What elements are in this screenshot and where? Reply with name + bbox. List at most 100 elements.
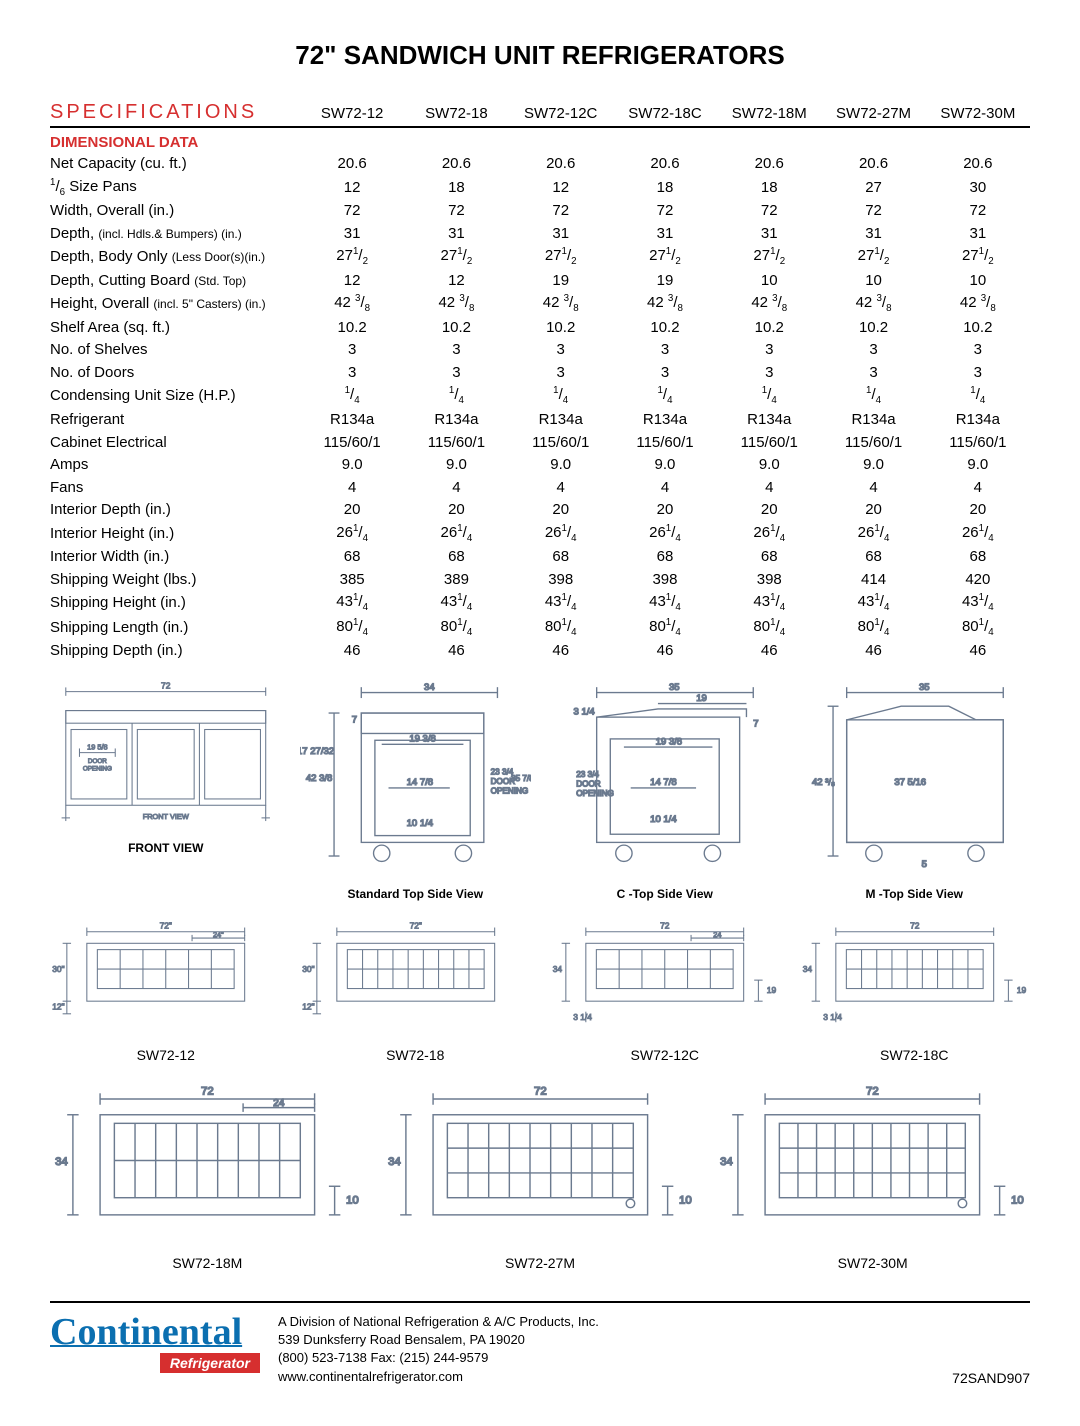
spec-value: 3 [404, 362, 508, 385]
spec-label: Refrigerant [50, 409, 300, 432]
spec-value: 31 [926, 223, 1030, 246]
diagram-caption: SW72-18 [386, 1047, 444, 1063]
spec-value: 1/4 [300, 384, 404, 409]
spec-value: R134a [404, 409, 508, 432]
spec-value: 31 [300, 223, 404, 246]
spec-value: 20.6 [300, 153, 404, 176]
spec-value: 1/4 [821, 384, 925, 409]
spec-value: 20.6 [821, 153, 925, 176]
spec-value: 9.0 [926, 454, 1030, 477]
spec-value: 431/4 [717, 591, 821, 616]
spec-value: 261/4 [717, 522, 821, 547]
logo: Continental Refrigerator [50, 1313, 260, 1373]
spec-value: 1/4 [404, 384, 508, 409]
spec-value: 46 [404, 640, 508, 663]
spec-value: 115/60/1 [926, 432, 1030, 455]
svg-text:37 5/16: 37 5/16 [894, 777, 926, 788]
svg-text:34: 34 [388, 1156, 401, 1168]
spec-value: 389 [404, 569, 508, 592]
spec-value: 20 [300, 499, 404, 522]
spec-row: Interior Height (in.)261/4261/4261/4261/… [50, 522, 1030, 547]
spec-table: Net Capacity (cu. ft.)20.620.620.620.620… [50, 153, 1030, 663]
svg-text:35 7/8: 35 7/8 [511, 774, 531, 783]
page-title: 72" SANDWICH UNIT REFRIGERATORS [50, 40, 1030, 71]
spec-value: 72 [717, 200, 821, 223]
top-views-row-2: 72243410SW72-18M723410SW72-27M723410SW72… [50, 1079, 1030, 1271]
model-columns: SW72-12SW72-18SW72-12CSW72-18CSW72-18MSW… [300, 105, 1030, 122]
svg-text:3 1/4: 3 1/4 [574, 706, 596, 717]
svg-text:24: 24 [713, 930, 721, 939]
document-number: 72SAND907 [952, 1370, 1030, 1386]
spec-value: 20.6 [509, 153, 613, 176]
spec-value: 414 [821, 569, 925, 592]
spec-label: Amps [50, 454, 300, 477]
spec-value: 431/4 [300, 591, 404, 616]
diagram-caption: SW72-12 [137, 1047, 195, 1063]
model-header: SW72-18C [613, 105, 717, 122]
spec-value: 30 [926, 177, 1030, 200]
spec-value: 10.2 [717, 317, 821, 340]
spec-value: 3 [717, 362, 821, 385]
spec-row: Interior Depth (in.)20202020202020 [50, 499, 1030, 522]
spec-value: 20.6 [926, 153, 1030, 176]
spec-value: 4 [717, 477, 821, 500]
spec-value: 10.2 [300, 317, 404, 340]
spec-value: 42 3/8 [717, 292, 821, 317]
brand-tag: Refrigerator [160, 1353, 260, 1373]
spec-row: Shipping Length (in.)801/4801/4801/4801/… [50, 616, 1030, 641]
spec-value: 68 [821, 546, 925, 569]
top-view-diagram: 723410SW72-27M [383, 1079, 698, 1271]
spec-value: 3 [404, 339, 508, 362]
spec-value: 20 [509, 499, 613, 522]
svg-text:23 3/4: 23 3/4 [576, 770, 599, 779]
svg-text:19: 19 [1016, 985, 1026, 995]
spec-value: 31 [717, 223, 821, 246]
spec-value: 20.6 [717, 153, 821, 176]
spec-value: 3 [717, 339, 821, 362]
spec-value: 72 [926, 200, 1030, 223]
spec-value: 42 3/8 [821, 292, 925, 317]
spec-row: No. of Shelves3333333 [50, 339, 1030, 362]
spec-value: 68 [404, 546, 508, 569]
diagram-caption: SW72-18C [880, 1047, 948, 1063]
spec-value: 271/2 [509, 245, 613, 270]
svg-text:FRONT VIEW: FRONT VIEW [143, 812, 189, 821]
spec-label: Shelf Area (sq. ft.) [50, 317, 300, 340]
spec-value: 12 [404, 270, 508, 293]
svg-text:14 7/8: 14 7/8 [650, 777, 676, 788]
svg-text:14 7/8: 14 7/8 [406, 777, 432, 788]
spec-value: 20.6 [613, 153, 717, 176]
spec-row: Cabinet Electrical115/60/1115/60/1115/60… [50, 432, 1030, 455]
spec-value: 4 [300, 477, 404, 500]
top-views-row-1: 72"24"30"12"SW72-1272"30"12"SW72-1872243… [50, 917, 1030, 1063]
diagram-caption: SW72-27M [505, 1255, 575, 1271]
spec-value: 398 [717, 569, 821, 592]
footer-line: (800) 523-7138 Fax: (215) 244-9579 [278, 1349, 934, 1367]
spec-value: 10 [717, 270, 821, 293]
spec-value: R134a [717, 409, 821, 432]
spec-value: 10.2 [821, 317, 925, 340]
spec-value: 4 [926, 477, 1030, 500]
spec-value: 68 [926, 546, 1030, 569]
spec-row: Net Capacity (cu. ft.)20.620.620.620.620… [50, 153, 1030, 176]
side-view-diagrams: 72 19 5/8 DOOR OPENING FRONT VIEW FRONT … [50, 679, 1030, 901]
spec-value: 398 [613, 569, 717, 592]
diagram-front-view: 72 19 5/8 DOOR OPENING FRONT VIEW FRONT … [50, 679, 282, 901]
svg-text:35: 35 [669, 682, 680, 693]
spec-header: SPECIFICATIONS SW72-12SW72-18SW72-12CSW7… [50, 101, 1030, 128]
svg-text:DOOR: DOOR [88, 758, 107, 765]
spec-value: 10 [926, 270, 1030, 293]
spec-value: 20 [821, 499, 925, 522]
spec-label: Shipping Weight (lbs.) [50, 569, 300, 592]
model-header: SW72-18 [404, 105, 508, 122]
svg-text:OPENING: OPENING [490, 786, 528, 795]
spec-row: 1/6 Size Pans12181218182730 [50, 176, 1030, 201]
svg-text:12": 12" [302, 1002, 314, 1012]
svg-text:35: 35 [918, 682, 929, 693]
spec-value: 801/4 [821, 616, 925, 641]
spec-value: 10.2 [926, 317, 1030, 340]
spec-value: 271/2 [300, 245, 404, 270]
spec-value: 4 [821, 477, 925, 500]
spec-value: 431/4 [613, 591, 717, 616]
spec-value: 4 [509, 477, 613, 500]
